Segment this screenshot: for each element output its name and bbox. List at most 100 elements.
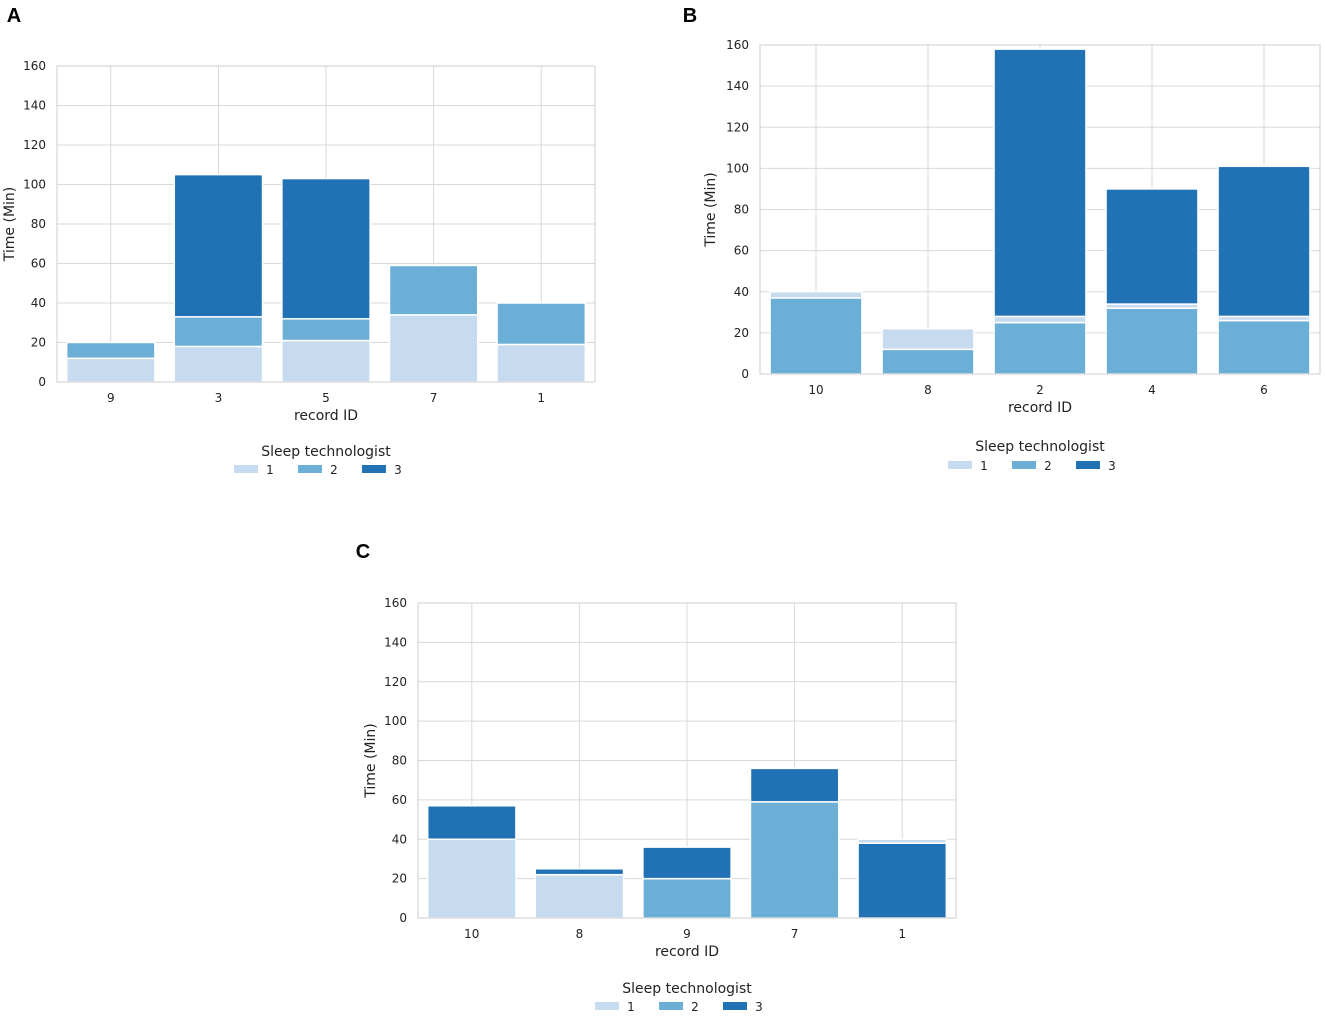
panel-c-xlabel: record ID (655, 944, 719, 960)
panel-c-legend-label-2: 2 (691, 1000, 699, 1014)
panel-b-ytick-label: 100 (726, 161, 749, 175)
panel-b-legend-label-1: 1 (980, 459, 988, 473)
panel-c-xtick-label: 1 (898, 927, 906, 941)
panel-b-xtick-label: 8 (924, 383, 932, 397)
panel-a-bar-5-tech-3 (281, 177, 371, 320)
panel-a-legend-swatch-1 (234, 465, 258, 473)
panel-b-plot-frame (759, 44, 1321, 375)
panel-c-plot-frame (417, 602, 957, 919)
panel-a-ytick-label: 60 (31, 257, 46, 271)
panel-b-bar-8-tech-1 (881, 328, 975, 351)
panel-b-legend-swatch-2 (1012, 461, 1036, 469)
panel-c-xtick-label: 7 (791, 927, 799, 941)
panel-a-legend-label-3: 3 (394, 463, 402, 477)
panel-b-legend-swatch-1 (948, 461, 972, 469)
panel-c-bar-9-tech-2 (642, 877, 732, 919)
panel-b-ytick-label: 120 (726, 120, 749, 134)
panel-a-xtick-label: 7 (430, 391, 438, 405)
panel-c-bar-8-tech-3 (534, 868, 625, 876)
panel-a-ytick-label: 120 (23, 138, 46, 152)
panel-c-xtick-label: 9 (683, 927, 691, 941)
panel-a-xtick-label: 5 (322, 391, 330, 405)
panel-b-legend-swatch-3 (1076, 461, 1100, 469)
panel-b-xtick-label: 10 (808, 383, 823, 397)
panel-c-letter: C (356, 541, 370, 563)
panel-a-bar-9-tech-2 (65, 341, 156, 360)
panel-a-ytick-label: 140 (23, 99, 46, 113)
panel-a-legend-label-2: 2 (330, 463, 338, 477)
panel-b-ytick-label: 0 (741, 367, 749, 381)
panel-a-xtick-label: 9 (107, 391, 115, 405)
panel-a-bar-5-tech-1 (281, 339, 371, 383)
panel-c-ytick-label: 0 (399, 911, 407, 925)
panel-b-bar-4-tech-2 (1105, 307, 1199, 375)
panel-a-legend-swatch-2 (298, 465, 322, 473)
panel-a-ytick-label: 160 (23, 59, 46, 73)
panel-b-ytick-label: 140 (726, 79, 749, 93)
panel-c-ytick-label: 20 (392, 872, 407, 886)
panel-c-ytick-label: 100 (384, 714, 407, 728)
panel-c-ytick-label: 60 (392, 793, 407, 807)
panel-b: B 0 20 40 60 80 100 120 140 160 10 8 2 4 6 record ID Tim… (683, 5, 1321, 473)
panel-a-bar-1-tech-1 (496, 343, 587, 383)
panel-b-ytick-label: 40 (734, 285, 749, 299)
panel-c-bar-1-tech-1 (857, 838, 948, 844)
panel-c-ytick-label: 120 (384, 675, 407, 689)
panel-c-legend-swatch-1 (595, 1002, 619, 1010)
panel-c-bar-7-tech-2 (749, 801, 840, 919)
panel-b-ylabel: Time (Min) (703, 172, 719, 247)
panel-a-bar-1-tech-2 (496, 302, 587, 346)
panel-a-bar-3-tech-3 (173, 173, 264, 318)
panel-b-bar-6-tech-3 (1217, 165, 1311, 318)
panel-a-bar-3-tech-2 (173, 316, 264, 348)
panel-b-ytick-label: 80 (734, 203, 749, 217)
panel-c-ytick-label: 80 (392, 754, 407, 768)
panel-b-ytick-label: 60 (734, 244, 749, 258)
panel-a-ytick-label: 40 (31, 296, 46, 310)
panel-b-legend-title: Sleep technologist (975, 439, 1105, 455)
panel-a-bar-7-tech-1 (388, 314, 479, 383)
panel-a-bar-3-tech-1 (173, 345, 264, 383)
panel-a-ytick-label: 20 (31, 336, 46, 350)
panel-c-bar-10-tech-3 (426, 805, 517, 840)
panel-a-plot-frame (56, 65, 596, 383)
panel-c-xtick-label: 10 (464, 927, 479, 941)
panel-c-legend-title: Sleep technologist (622, 981, 752, 997)
panel-c-bar-10-tech-1 (426, 838, 517, 919)
panel-c-bar-7-tech-3 (749, 767, 840, 803)
panel-b-bar-6-tech-2 (1217, 319, 1311, 375)
panel-a-bar-7-tech-2 (388, 264, 479, 316)
panel-b-xtick-label: 6 (1260, 383, 1268, 397)
panel-b-xtick-label: 4 (1148, 383, 1156, 397)
panel-c-xtick-label: 8 (576, 927, 584, 941)
panel-a-xtick-label: 3 (215, 391, 223, 405)
panel-a-xtick-label: 1 (537, 391, 545, 405)
panel-c-bar-1-tech-3 (857, 842, 948, 919)
panel-a-legend-label-1: 1 (266, 463, 274, 477)
panel-b-bar-2-tech-2 (993, 321, 1087, 375)
panel-c-legend-swatch-3 (723, 1002, 747, 1010)
panel-b-bar-4-tech-3 (1105, 188, 1199, 305)
panel-c-ytick-label: 160 (384, 596, 407, 610)
panel-b-xtick-label: 2 (1036, 383, 1044, 397)
panel-a-bar-9-tech-1 (65, 357, 156, 383)
panel-c-ylabel: Time (Min) (363, 723, 379, 798)
panel-a-legend-title: Sleep technologist (261, 444, 391, 460)
panel-a-ytick-label: 0 (38, 375, 46, 389)
panel-c-ytick-label: 140 (384, 635, 407, 649)
panel-b-bar-10-tech-2 (769, 297, 863, 375)
panel-a: A 0 20 40 60 80 100 120 140 160 9 3 5 7 1 record ID Time… (2, 5, 596, 477)
panel-a-bar-5-tech-2 (281, 318, 371, 342)
panel-b-xlabel: record ID (1008, 400, 1072, 416)
panel-b-ytick-label: 20 (734, 326, 749, 340)
panel-a-letter: A (7, 5, 21, 27)
panel-b-legend-label-2: 2 (1044, 459, 1052, 473)
panel-b-bar-10-tech-1 (769, 291, 863, 299)
panel-b-legend-label-3: 3 (1108, 459, 1116, 473)
panel-c-legend-label-1: 1 (627, 1000, 635, 1014)
panel-a-ytick-label: 80 (31, 217, 46, 231)
panel-c-legend-label-3: 3 (755, 1000, 763, 1014)
panel-b-bar-8-tech-2 (881, 348, 975, 375)
panel-c-bar-9-tech-3 (642, 846, 732, 880)
